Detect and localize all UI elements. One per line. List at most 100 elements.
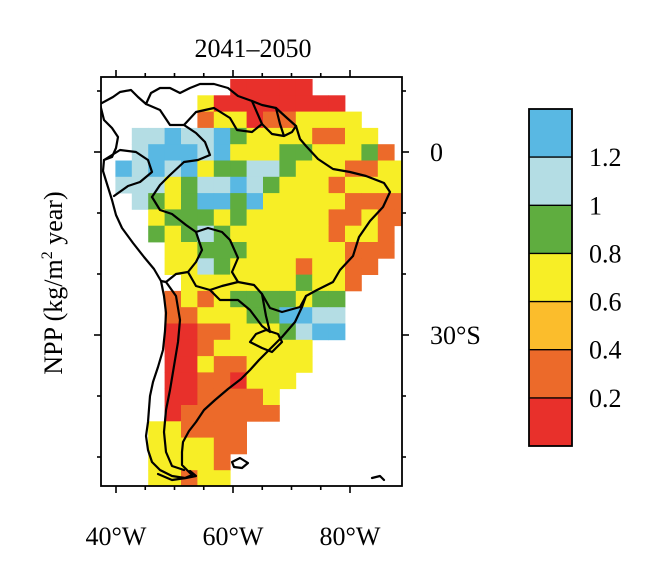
npp-cell: [345, 274, 362, 292]
colorbar-swatch: [529, 397, 572, 447]
npp-cell: [181, 307, 198, 324]
npp-cell: [197, 176, 215, 194]
small-island: [370, 474, 386, 482]
colorbar-swatch: [529, 253, 572, 302]
npp-cell: [361, 193, 379, 210]
npp-cell: [181, 127, 198, 145]
border-ecuador: [102, 148, 154, 198]
npp-cell: [131, 127, 149, 145]
npp-cell: [131, 160, 149, 178]
npp-cell: [213, 339, 231, 357]
npp-cell: [181, 290, 198, 308]
npp-cell: [246, 225, 264, 243]
border-venezuela: [182, 99, 264, 134]
npp-cell: [246, 388, 264, 406]
npp-cell: [361, 209, 379, 227]
npp-cell: [246, 372, 264, 390]
npp-cell: [213, 242, 231, 259]
npp-cell: [197, 453, 215, 471]
npp-cell: [181, 519, 198, 536]
npp-cell: [328, 274, 346, 292]
npp-cell: [181, 323, 198, 341]
npp-cell: [181, 388, 198, 406]
npp-cell: [213, 209, 231, 227]
npp-cell: [230, 307, 247, 324]
npp-cell: [230, 421, 247, 438]
npp-cell: [197, 111, 215, 129]
npp-cell: [263, 127, 280, 145]
npp-cell: [197, 160, 215, 178]
npp-cell: [345, 193, 362, 210]
npp-cell: [181, 437, 198, 455]
npp-cell: [279, 290, 297, 308]
npp-cell: [181, 160, 198, 178]
npp-cell: [213, 258, 231, 275]
npp-cell: [345, 127, 362, 145]
npp-cell: [263, 79, 280, 96]
npp-cell: [148, 209, 165, 227]
npp-cell: [181, 193, 198, 210]
npp-cell: [246, 79, 264, 96]
axis-ticks: [94, 70, 409, 493]
coastlines: [101, 82, 392, 482]
npp-cell: [213, 193, 231, 210]
npp-cell: [295, 160, 313, 178]
npp-cell: [328, 225, 346, 243]
npp-cell: [197, 339, 215, 357]
npp-cell: [295, 79, 313, 96]
npp-cell: [131, 176, 149, 194]
npp-cell: [181, 405, 198, 422]
npp-cell: [230, 258, 247, 275]
tierra-del-fuego: [156, 469, 198, 482]
y-tick-label: 0: [430, 138, 443, 167]
npp-cell: [312, 242, 329, 259]
npp-cell: [295, 323, 313, 341]
npp-cell: [279, 193, 297, 210]
npp-cell: [230, 209, 247, 227]
npp-cell: [181, 209, 198, 227]
npp-cell: [181, 144, 198, 161]
npp-cell: [263, 176, 280, 194]
continent-outline: [101, 82, 392, 480]
npp-cell: [295, 274, 313, 292]
axis-tick-labels: 80°W 60°W 40°W 0 30°S: [86, 138, 481, 551]
npp-cell: [328, 242, 346, 259]
npp-cell: [328, 290, 346, 308]
npp-cell: [263, 258, 280, 275]
npp-cell: [181, 242, 198, 259]
npp-cell: [230, 95, 247, 112]
npp-cell: [213, 144, 231, 161]
npp-cell: [164, 437, 182, 455]
colorbar-frame: [528, 108, 573, 447]
npp-cell: [246, 160, 264, 178]
npp-cell: [295, 111, 313, 129]
npp-cell: [246, 258, 264, 275]
npp-cell: [295, 176, 313, 194]
npp-cell: [279, 258, 297, 275]
npp-cell: [197, 209, 215, 227]
npp-cell: [181, 372, 198, 390]
npp-cell: [377, 144, 395, 161]
npp-cell: [312, 225, 329, 243]
npp-cell: [377, 225, 395, 243]
npp-cell: [328, 193, 346, 210]
colorbar-tick-label: 1.2: [589, 143, 622, 172]
npp-cell: [230, 144, 247, 161]
npp-cell: [246, 209, 264, 227]
border-uruguay: [248, 328, 284, 354]
npp-cell: [181, 453, 198, 471]
npp-cell: [361, 225, 379, 243]
npp-cell: [312, 160, 329, 178]
npp-cell: [246, 144, 264, 161]
npp-cell: [394, 160, 402, 178]
npp-cell: [148, 519, 165, 536]
npp-cell: [230, 79, 247, 96]
npp-cell: [230, 242, 247, 259]
npp-cell: [263, 388, 280, 406]
npp-cell: [295, 144, 313, 161]
x-tick-label: 40°W: [86, 522, 147, 551]
npp-cell: [148, 437, 165, 455]
npp-cell: [197, 372, 215, 390]
npp-cell: [213, 437, 231, 455]
npp-cell: [263, 356, 280, 373]
